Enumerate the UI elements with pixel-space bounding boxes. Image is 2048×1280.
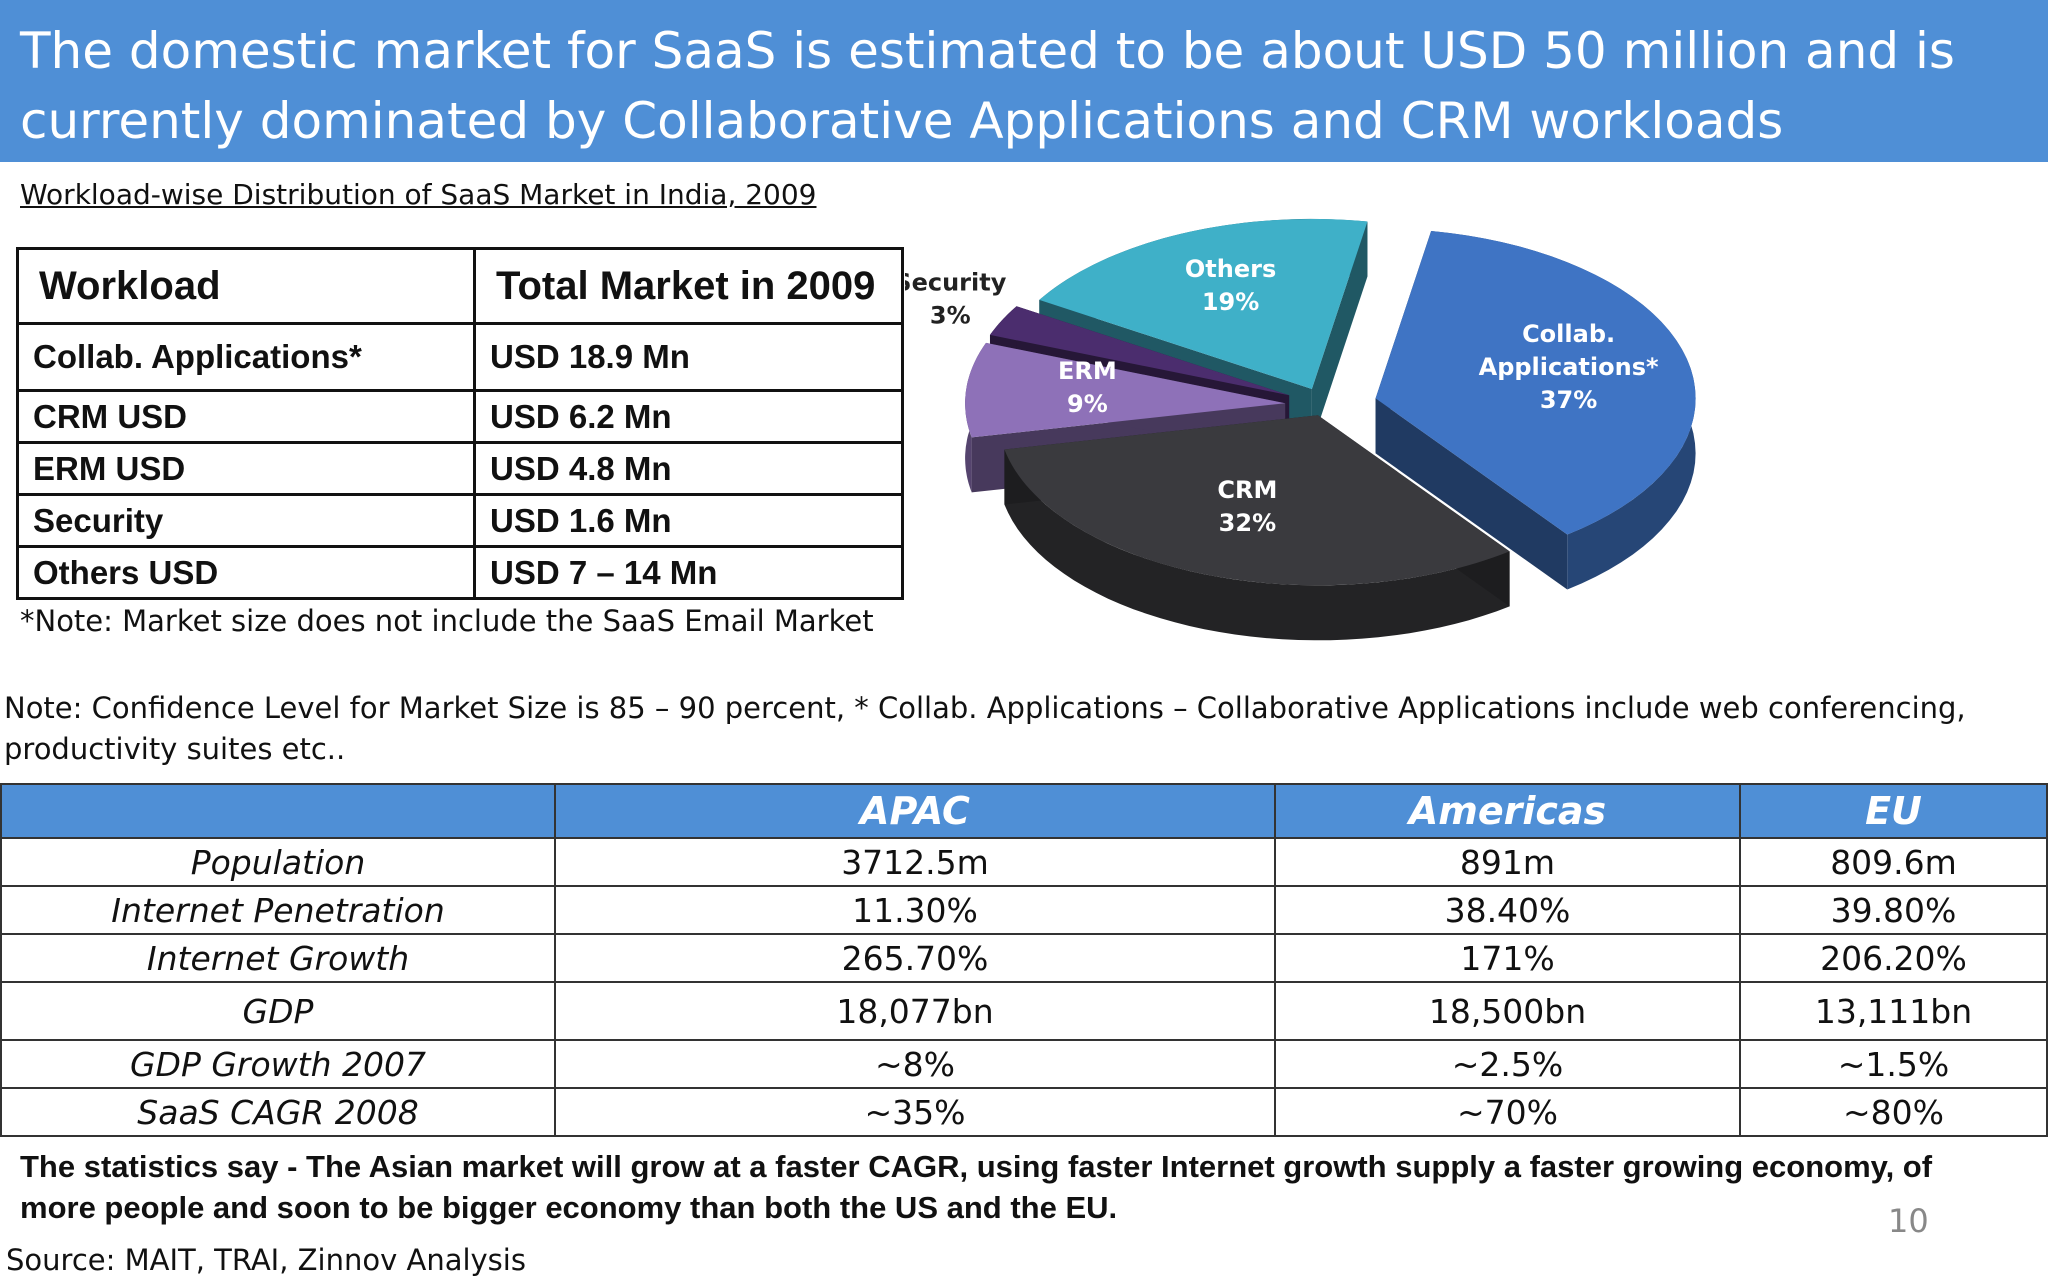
americas-cell: 38.40% [1274,885,1741,935]
workload-table-header: Workload Total Market in 2009 [16,247,904,325]
americas-cell: 171% [1274,933,1741,983]
eu-cell: ~80% [1739,1087,2048,1137]
table-row: Internet Growth 265.70% 171% 206.20% [0,933,2048,983]
pie-label: Others 19% [1185,255,1276,316]
apac-cell: 11.30% [554,885,1276,935]
table-row: Collab. Applications* USD 18.9 Mn [16,322,904,392]
table-row: ERM USD USD 4.8 Mn [16,441,904,496]
table-row: GDP 18,077bn 18,500bn 13,111bn [0,981,2048,1041]
apac-cell: 3712.5m [554,837,1276,887]
americas-cell: 18,500bn [1274,981,1741,1041]
statistics-summary: The statistics say - The Asian market wi… [20,1149,1933,1225]
market-cell: USD 4.8 Mn [473,441,904,496]
header-workload: Workload [16,247,476,325]
header-americas: Americas [1274,783,1741,839]
pie-label: Security 3% [905,269,1007,330]
row-label: SaaS CAGR 2008 [0,1087,556,1137]
market-note: *Note: Market size does not include the … [20,604,874,638]
row-label: GDP [0,981,556,1041]
eu-cell: ~1.5% [1739,1039,2048,1089]
market-cell: USD 6.2 Mn [473,389,904,444]
workload-cell: ERM USD [16,441,476,496]
apac-cell: ~8% [554,1039,1276,1089]
row-label: Internet Growth [0,933,556,983]
pie-slice-top [1039,218,1368,389]
workload-table: Workload Total Market in 2009 Collab. Ap… [16,247,904,600]
source-note: Source: MAIT, TRAI, Zinnov Analysis [6,1243,526,1277]
eu-cell: 13,111bn [1739,981,2048,1041]
header-total-market: Total Market in 2009 [473,247,904,325]
table-row: CRM USD USD 6.2 Mn [16,389,904,444]
eu-cell: 809.6m [1739,837,2048,887]
americas-cell: ~2.5% [1274,1039,1741,1089]
pie-slice-wall [1375,398,1568,590]
workload-cell: CRM USD [16,389,476,444]
region-table: APAC Americas EU Population 3712.5m 891m… [0,783,2048,1137]
pie-slice-top [989,306,1290,396]
region-table-header: APAC Americas EU [0,783,2048,839]
table-row: Population 3712.5m 891m 809.6m [0,837,2048,887]
table-row: SaaS CAGR 2008 ~35% ~70% ~80% [0,1087,2048,1137]
confidence-note: Note: Confidence Level for Market Size i… [4,691,1966,766]
pie-label: CRM 32% [1217,476,1277,537]
header-apac: APAC [554,783,1276,839]
title-bar: The domestic market for SaaS is estimate… [0,0,2048,162]
pie-slice-wall [1311,221,1368,444]
apac-cell: ~35% [554,1087,1276,1137]
workload-cell: Security [16,493,476,548]
apac-cell: 265.70% [554,933,1276,983]
row-label: GDP Growth 2007 [0,1039,556,1089]
pie-label: Collab. Applications* 37% [1479,320,1659,414]
chart-subheading: Workload-wise Distribution of SaaS Marke… [20,178,817,211]
table-row: GDP Growth 2007 ~8% ~2.5% ~1.5% [0,1039,2048,1089]
americas-cell: ~70% [1274,1087,1741,1137]
market-cell: USD 18.9 Mn [473,322,904,392]
pie-slice-top [1004,415,1510,586]
market-cell: USD 1.6 Mn [473,493,904,548]
page-number: 10 [1888,1202,1929,1240]
pie-chart: Collab. Applications* 37% CRM 32% ERM 9% Securi… [894,200,1765,680]
slide-title: The domestic market for SaaS is estimate… [20,22,1955,150]
row-label: Population [0,837,556,887]
row-label: Internet Penetration [0,885,556,935]
market-cell: USD 7 – 14 Mn [473,545,904,600]
header-empty [0,783,556,839]
table-row: Internet Penetration 11.30% 38.40% 39.80… [0,885,2048,935]
table-row: Others USD USD 7 – 14 Mn [16,545,904,600]
pie-slice-top [1375,230,1696,535]
workload-cell: Collab. Applications* [16,322,476,392]
americas-cell: 891m [1274,837,1741,887]
pie-chart-svg: Collab. Applications* 37% CRM 32% ERM 9% Securi… [894,218,1696,641]
pie-label: ERM 9% [1058,357,1117,418]
table-row: Security USD 1.6 Mn [16,493,904,548]
workload-cell: Others USD [16,545,476,600]
eu-cell: 39.80% [1739,885,2048,935]
pie-slice-collab-applications [1375,230,1696,590]
eu-cell: 206.20% [1739,933,2048,983]
header-eu: EU [1739,783,2048,839]
pie-slice-top [965,342,1286,438]
pie-slice-crm [1004,415,1510,641]
pie-slice-side [1004,449,1510,641]
apac-cell: 18,077bn [554,981,1276,1041]
